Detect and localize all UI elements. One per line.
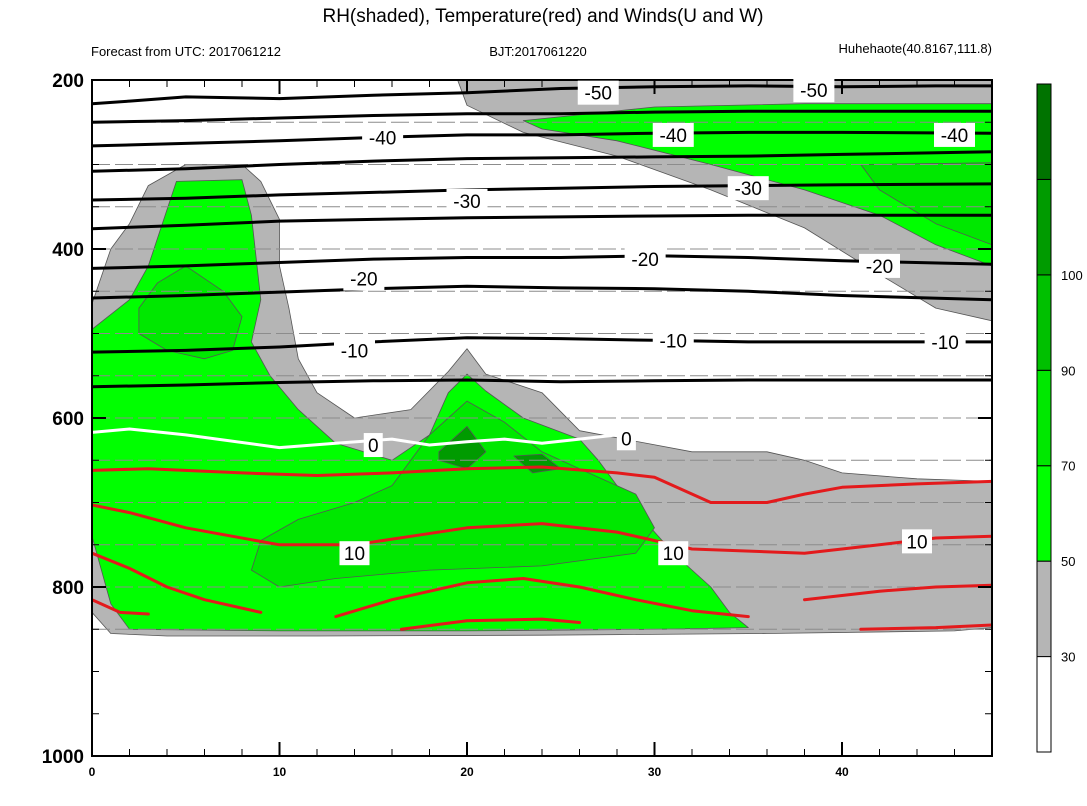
contour-label-box bbox=[362, 125, 404, 150]
x-tick-label: 30 bbox=[648, 765, 662, 779]
contour-label: -40 bbox=[941, 126, 968, 147]
isotherm-line bbox=[92, 378, 992, 389]
contour-label-box bbox=[658, 541, 689, 566]
isotherm-line bbox=[92, 84, 992, 106]
contour-label-box bbox=[339, 541, 370, 566]
contour-label-box bbox=[793, 78, 835, 103]
contour-label-box bbox=[727, 176, 769, 201]
contour-label: 10 bbox=[663, 544, 684, 565]
isotherm-line bbox=[92, 503, 992, 555]
colorbar-tick-label: 50 bbox=[1061, 554, 1075, 569]
y-tick-label: 600 bbox=[52, 409, 84, 430]
isotherm-line bbox=[92, 150, 992, 173]
isotherm-line bbox=[859, 623, 992, 631]
contour-label-box bbox=[577, 80, 619, 105]
isotherm-line bbox=[92, 427, 656, 450]
colorbar-swatch bbox=[1036, 274, 1052, 371]
contour-label: -10 bbox=[931, 333, 958, 354]
colorbar-swatch bbox=[1036, 369, 1052, 467]
contour-label-box bbox=[902, 529, 932, 554]
contour-label-box bbox=[652, 122, 694, 147]
colorbar-tick-label: 90 bbox=[1061, 363, 1075, 378]
contour-label: -10 bbox=[660, 331, 687, 352]
chart-subtitle-center: BJT:2017061220 bbox=[489, 44, 587, 59]
colorbar-tick-label: 100 bbox=[1061, 268, 1083, 283]
contour-label: -40 bbox=[660, 126, 687, 147]
isotherm-line bbox=[92, 109, 992, 124]
isotherm-line bbox=[399, 617, 581, 631]
contour-labels: -50 -50 -40 -40 -40 -30 -30 -20 -20 -20 -10 -10 -10 0… bbox=[334, 78, 975, 566]
contour-label: -10 bbox=[341, 341, 368, 362]
chart-subtitle-left: Forecast from UTC: 2017061212 bbox=[91, 44, 281, 59]
contour-label: -20 bbox=[866, 257, 893, 278]
contour-label-box bbox=[652, 328, 694, 353]
chart-subtitle-right: Huhehaote(40.8167,111.8) bbox=[839, 41, 992, 56]
contour-label-box bbox=[446, 188, 488, 213]
contour-label-box bbox=[343, 266, 385, 291]
y-tick-label: 200 bbox=[52, 71, 84, 92]
isotherm-line bbox=[92, 465, 992, 504]
colorbar-swatch bbox=[1036, 83, 1052, 180]
contour-label: 10 bbox=[344, 544, 365, 565]
colorbar-tick-label: 70 bbox=[1061, 459, 1075, 474]
contour-label-box bbox=[616, 426, 636, 451]
contour-label: 10 bbox=[906, 532, 927, 553]
isotherm-line bbox=[92, 254, 992, 270]
colorbar-swatch bbox=[1036, 465, 1052, 562]
isotherm-line bbox=[92, 284, 992, 302]
x-tick-label: 10 bbox=[273, 765, 287, 779]
contour-label: -30 bbox=[735, 179, 762, 200]
contour-label-box bbox=[624, 247, 666, 272]
y-tick-label: 800 bbox=[52, 578, 84, 599]
x-tick-label: 40 bbox=[835, 765, 849, 779]
rh-region bbox=[522, 103, 992, 267]
isotherm-line bbox=[92, 598, 150, 616]
colorbar-swatch bbox=[1036, 656, 1052, 753]
contour-label: -20 bbox=[350, 270, 377, 291]
plot-area bbox=[92, 80, 992, 637]
contour-label: 0 bbox=[368, 436, 379, 457]
y-tick-label: 1000 bbox=[42, 747, 84, 768]
contour-label: -20 bbox=[631, 250, 658, 271]
contour-label-box bbox=[924, 329, 966, 354]
contour-label: 0 bbox=[621, 429, 632, 450]
isotherm-line bbox=[803, 583, 992, 602]
isotherm-line bbox=[92, 130, 992, 148]
contour-label: -40 bbox=[369, 128, 396, 149]
contour-label: -30 bbox=[453, 192, 480, 213]
x-tick-label: 20 bbox=[460, 765, 474, 779]
x-tick-label: 0 bbox=[89, 765, 96, 779]
isotherm-line bbox=[92, 182, 992, 202]
chart-title: RH(shaded), Temperature(red) and Winds(U… bbox=[322, 6, 763, 27]
contour-label: -50 bbox=[585, 84, 612, 105]
contour-label-box bbox=[363, 433, 383, 458]
contour-label-box bbox=[934, 122, 975, 147]
colorbar-swatch bbox=[1036, 178, 1052, 276]
rh-region bbox=[250, 400, 655, 588]
rh-colorbar: 30 50 70 90 100 bbox=[1036, 83, 1083, 753]
isotherm-line bbox=[92, 213, 992, 231]
contour-label-box bbox=[334, 338, 375, 363]
isotherm-line bbox=[334, 577, 750, 619]
y-tick-label: 400 bbox=[52, 240, 84, 261]
isotherm-line bbox=[92, 336, 992, 354]
colorbar-tick-label: 30 bbox=[1061, 650, 1075, 665]
contour-label: -50 bbox=[800, 81, 827, 102]
colorbar-swatch bbox=[1036, 560, 1052, 658]
isotherm-line bbox=[92, 551, 263, 614]
contour-label-box bbox=[859, 253, 900, 278]
